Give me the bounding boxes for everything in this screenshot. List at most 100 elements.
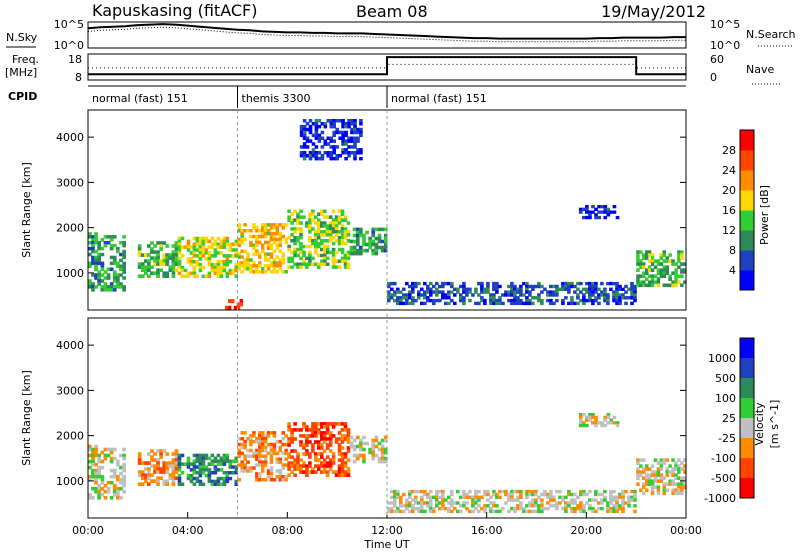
data-cell — [534, 489, 538, 494]
data-cell — [516, 301, 520, 306]
data-cell — [320, 437, 324, 441]
data-cell — [177, 271, 182, 276]
data-cell — [308, 124, 313, 129]
data-cell — [359, 127, 363, 132]
data-cell — [585, 492, 589, 497]
data-cell — [231, 459, 236, 463]
data-cell — [284, 434, 288, 438]
data-cell — [390, 293, 394, 297]
data-cell — [659, 271, 664, 275]
data-cell — [296, 212, 300, 216]
data-cell — [432, 290, 436, 294]
data-cell — [293, 230, 297, 234]
data-cell — [642, 253, 646, 257]
data-cell — [207, 462, 212, 466]
data-cell — [258, 445, 262, 450]
data-cell — [320, 145, 325, 149]
data-cell — [189, 468, 194, 472]
data-cell — [393, 281, 397, 286]
data-cell — [645, 479, 649, 483]
data-cell — [359, 130, 363, 135]
data-cell — [228, 254, 233, 258]
data-cell — [371, 441, 376, 446]
data-cell — [343, 227, 348, 231]
data-cell — [293, 422, 297, 426]
data-cell — [207, 479, 212, 484]
data-cell — [314, 230, 318, 234]
data-cell — [435, 501, 439, 505]
data-cell — [122, 249, 126, 254]
data-cell — [317, 440, 321, 444]
data-cell — [383, 236, 388, 241]
data-cell — [495, 281, 499, 286]
data-cell — [305, 221, 309, 225]
data-cell — [325, 473, 330, 477]
data-cell — [320, 431, 324, 435]
data-cell — [477, 504, 481, 508]
data-cell — [237, 261, 241, 265]
data-cell — [112, 468, 117, 473]
data-cell — [311, 239, 315, 243]
data-cell — [296, 428, 300, 432]
data-cell — [299, 262, 303, 266]
data-cell — [674, 271, 678, 275]
data-cell — [498, 296, 502, 300]
data-cell — [603, 495, 607, 499]
data-cell — [258, 261, 262, 265]
data-cell — [314, 154, 319, 158]
data-cell — [585, 290, 589, 294]
data-cell — [450, 298, 454, 303]
data-cell — [234, 268, 239, 273]
data-cell — [302, 215, 306, 219]
data-cell — [249, 264, 253, 268]
data-cell — [320, 221, 324, 225]
data-cell — [337, 230, 342, 234]
data-cell — [204, 473, 209, 478]
data-cell — [261, 448, 265, 453]
data-cell — [293, 209, 297, 213]
data-cell — [465, 293, 469, 297]
data-cell — [462, 296, 466, 300]
data-cell — [275, 439, 280, 444]
data-cell — [94, 471, 98, 476]
data-cell — [522, 509, 526, 514]
data-cell — [420, 504, 424, 508]
data-cell — [243, 445, 247, 450]
data-cell — [510, 287, 514, 291]
data-cell — [561, 301, 565, 306]
data-cell — [329, 154, 334, 158]
data-cell — [588, 213, 592, 217]
data-cell — [639, 283, 643, 288]
data-cell — [633, 495, 637, 499]
data-cell — [340, 467, 345, 471]
data-cell — [429, 281, 433, 286]
data-cell — [269, 231, 274, 236]
data-cell — [347, 119, 351, 123]
data-cell — [314, 145, 319, 149]
data-cell — [88, 252, 92, 257]
data-cell — [486, 287, 490, 291]
data-cell — [585, 215, 589, 220]
data-cell — [269, 264, 274, 268]
data-cell — [147, 467, 151, 471]
data-cell — [429, 290, 433, 294]
data-cell — [195, 471, 200, 475]
data-cell — [639, 488, 643, 492]
data-cell — [585, 287, 589, 291]
data-cell — [606, 298, 610, 303]
data-cell — [420, 501, 424, 505]
data-cell — [326, 154, 331, 158]
data-cell — [147, 476, 151, 480]
data-cell — [258, 454, 262, 458]
data-cell — [201, 456, 206, 461]
data-cell — [438, 489, 442, 494]
data-cell — [328, 227, 333, 231]
data-cell — [420, 506, 424, 511]
data-cell — [140, 482, 145, 486]
data-cell — [615, 504, 619, 508]
data-cell — [261, 437, 265, 441]
data-cell — [137, 262, 142, 266]
data-cell — [147, 268, 151, 272]
data-cell — [677, 470, 681, 474]
data-cell — [435, 498, 439, 502]
